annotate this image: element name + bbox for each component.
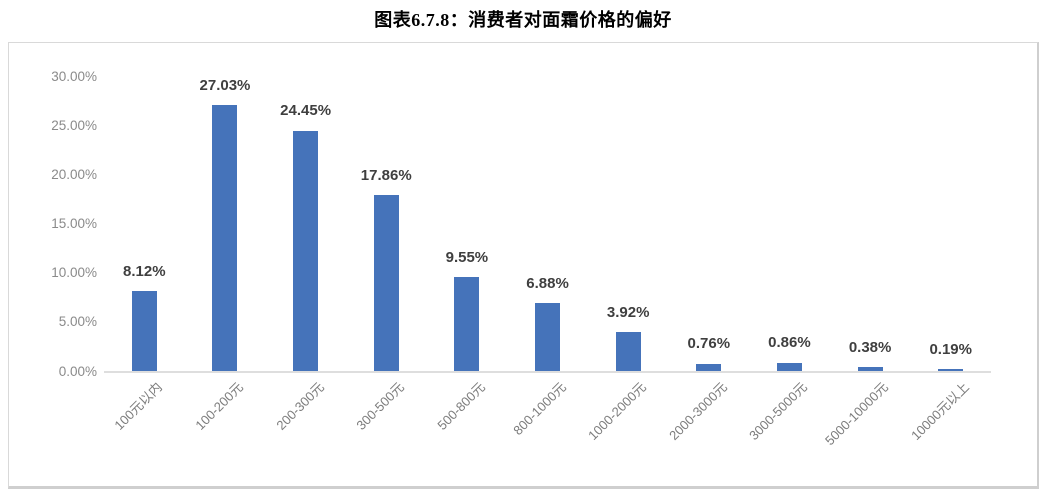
bar-column: 0.86% 3000-5000元 <box>747 76 830 444</box>
y-axis-tick-label: 5.00% <box>58 314 97 330</box>
bar-value-label: 0.76% <box>687 335 731 353</box>
bar-column: 17.86% 300-500元 <box>346 76 427 432</box>
bar-value-label: 3.92% <box>606 303 650 321</box>
y-axis-tick-label: 20.00% <box>51 166 97 182</box>
bar <box>615 332 641 371</box>
bar <box>938 369 964 371</box>
bar-column: 24.45% 200-300元 <box>265 76 346 433</box>
bar <box>535 303 561 371</box>
bar <box>131 291 157 371</box>
bar-value-label: 24.45% <box>280 102 332 120</box>
bar <box>212 105 238 371</box>
bar <box>857 367 883 371</box>
bar-value-label: 17.86% <box>360 166 412 184</box>
chart-container: 0.00% 5.00% 10.00% 15.00% 20.00% 25.00% 30.00%… <box>8 42 1039 489</box>
plot-area: 8.12% 100元以内 27.03% 100-200元 24.45% 200-300元 1… <box>104 76 991 448</box>
bar-value-label: 8.12% <box>123 262 166 280</box>
bar-value-label: 27.03% <box>199 76 251 94</box>
y-axis-tick-label: 0.00% <box>58 363 97 379</box>
bar <box>696 363 722 371</box>
bar-column: 27.03% 100-200元 <box>185 76 266 433</box>
y-axis-tick-label: 10.00% <box>51 264 97 280</box>
y-axis: 0.00% 5.00% 10.00% 15.00% 20.00% 25.00% 30.00% <box>9 69 97 377</box>
bar-value-label: 9.55% <box>445 248 489 266</box>
chart-title: 图表6.7.8：消费者对面霜价格的偏好 <box>374 10 672 30</box>
bar-value-label: 0.19% <box>929 340 972 358</box>
bar <box>373 195 399 371</box>
bar-value-label: 0.38% <box>848 338 892 356</box>
bar-column: 0.19% 10000元以上 <box>908 76 991 443</box>
y-axis-tick-label: 30.00% <box>51 68 97 84</box>
bar-value-label: 0.86% <box>768 334 811 352</box>
y-axis-tick-label: 25.00% <box>51 117 97 133</box>
bar-column: 0.38% 5000-10000元 <box>822 76 911 448</box>
bar-column: 3.92% 1000-2000元 <box>585 76 669 443</box>
bar-column: 0.76% 2000-3000元 <box>666 76 749 444</box>
bar-column: 9.55% 500-800元 <box>427 76 508 433</box>
bar-column: 8.12% 100元以内 <box>104 76 185 433</box>
bar-value-label: 6.88% <box>526 274 569 292</box>
bar <box>776 362 802 371</box>
bar-column: 6.88% 800-1000元 <box>507 76 588 438</box>
bar <box>293 130 319 371</box>
bar <box>454 277 480 371</box>
y-axis-tick-label: 15.00% <box>51 215 97 231</box>
